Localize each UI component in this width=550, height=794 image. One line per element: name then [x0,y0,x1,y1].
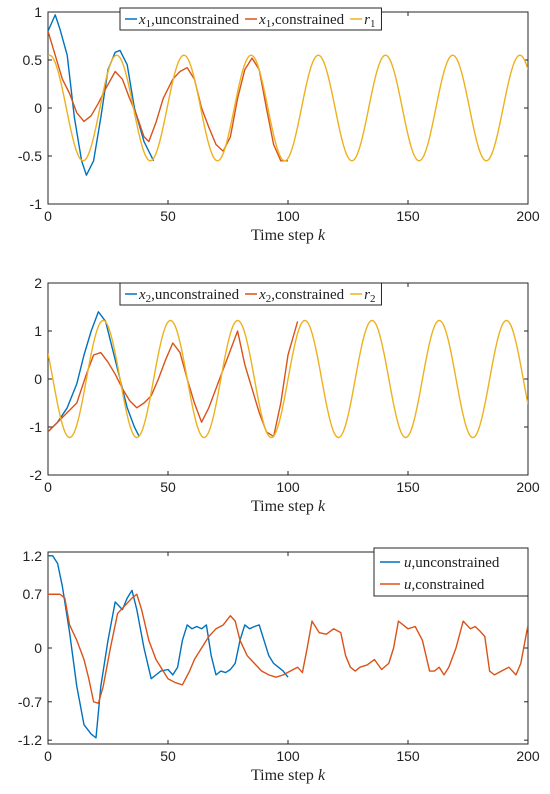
x-tick-label: 200 [516,748,540,764]
series-line-u-constrained [48,593,528,704]
x-axis-label: Time step k [251,498,326,515]
y-tick-label: -2 [30,467,43,483]
y-tick-label: 2 [34,275,42,291]
legend-label: u,constrained [404,577,485,593]
x-tick-label: 200 [516,479,540,495]
legend-label: r2 [364,287,375,305]
x-tick-label: 50 [160,208,176,224]
y-tick-label: 1 [34,4,42,20]
legend-label: x1,unconstrained [138,12,240,30]
x-tick-label: 100 [276,208,300,224]
x-tick-label: 150 [396,748,420,764]
y-tick-label: 0 [34,100,42,116]
legend-label: u,unconstrained [404,555,500,571]
y-tick-label: 1 [34,323,42,339]
x-tick-label: 50 [160,479,176,495]
series-line-x2-constrained [48,321,299,438]
series-line-x1-constrained [48,30,288,162]
x-tick-label: 100 [276,479,300,495]
y-tick-label: -1 [30,419,43,435]
chart-panel-1: 0 50 100 150 200 -1 -0.5 0 0.5 1 Time step k x1,unc… [18,4,540,244]
y-tick-label: -0.5 [18,148,42,164]
x-tick-label: 150 [396,479,420,495]
chart-panel-2: 0 50 100 150 200 -2 -1 0 1 2 Time step k x2,unconst… [30,275,540,515]
plot-area [47,11,529,205]
legend-label: x2,unconstrained [138,287,240,305]
series-line-r2 [48,319,528,439]
y-tick-label: -0.7 [18,694,42,710]
y-tick-label: 0.5 [23,52,43,68]
x-tick-label: 100 [276,748,300,764]
x-tick-label: 150 [396,208,420,224]
y-tick-label: -1.2 [18,732,42,748]
chart-panel-3: 0 50 100 150 200 -1.2 -0.7 0 0.7 1.2 Time step k u,… [18,547,540,784]
y-tick-label: 0 [34,371,42,387]
legend-label: x2,constrained [258,287,345,305]
x-axis-label: Time step k [251,767,326,784]
x-tick-label: 0 [44,479,52,495]
y-tick-label: 0.7 [23,586,43,602]
y-tick-label: 0 [34,640,42,656]
legend-label: x1,constrained [258,12,345,30]
legend: x1,unconstrained x1,constrained r1 [119,7,382,31]
series-line-x2-unconstrained [48,311,140,437]
x-tick-label: 0 [44,748,52,764]
y-tick-label: 1.2 [23,548,43,564]
x-tick-label: 50 [160,748,176,764]
legend: u,unconstrained u,constrained [373,547,529,597]
x-tick-label: 0 [44,208,52,224]
legend-box [373,547,529,597]
y-tick-label: -1 [30,196,43,212]
x-axis-label: Time step k [251,227,326,244]
series-line-r1 [48,54,528,162]
legend-label: r1 [364,12,375,30]
legend: x2,unconstrained x2,constrained r2 [119,282,382,306]
series-line-u-unconstrained [48,555,289,739]
x-tick-label: 200 [516,208,540,224]
series-line-x1-unconstrained [48,14,155,176]
